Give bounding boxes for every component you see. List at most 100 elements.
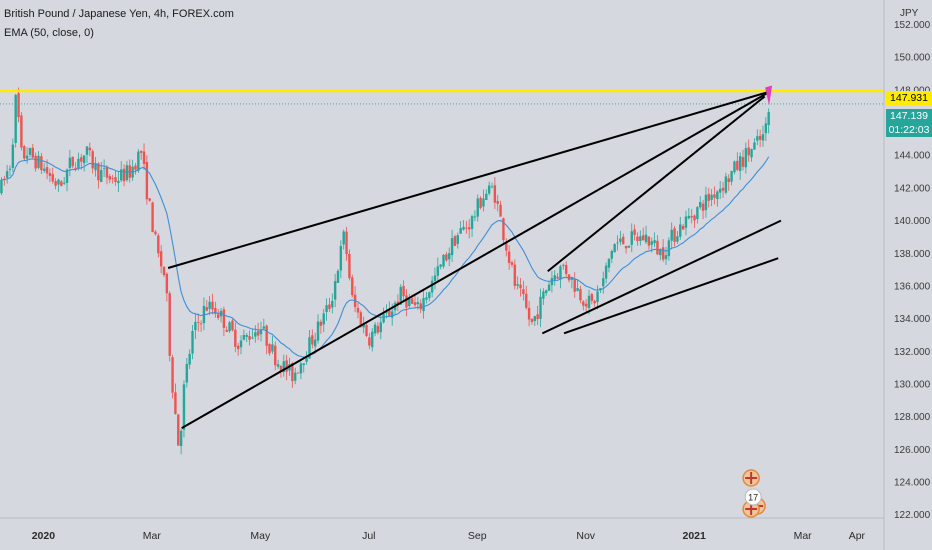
candle-body xyxy=(448,253,451,260)
price-tick-label: 132.000 xyxy=(894,347,931,358)
candle-body xyxy=(339,245,343,271)
candle-body xyxy=(159,251,163,267)
candle-body xyxy=(667,240,671,257)
candle-body xyxy=(479,197,482,208)
candle-body xyxy=(453,236,457,246)
candle-body xyxy=(533,316,536,321)
candle-body xyxy=(359,312,363,327)
candle-body xyxy=(758,135,762,140)
candle-body xyxy=(291,362,294,382)
candle-body xyxy=(294,372,297,381)
candle-body xyxy=(493,185,497,203)
price-tick-label: 136.000 xyxy=(894,281,931,292)
trend-line xyxy=(547,95,766,273)
candle-body xyxy=(410,298,414,304)
candle-body xyxy=(228,322,231,332)
candle-body xyxy=(573,278,576,292)
candle-body xyxy=(587,295,591,309)
candle-body xyxy=(151,202,154,233)
candle-body xyxy=(248,336,251,340)
candle-body xyxy=(721,187,725,191)
candle-body xyxy=(74,167,77,170)
price-scale-panel xyxy=(884,0,932,550)
candle-body xyxy=(559,266,562,280)
candle-body xyxy=(114,177,117,182)
candle-body xyxy=(522,289,525,295)
candle-body xyxy=(693,215,696,221)
price-tick-label: 144.000 xyxy=(894,151,931,162)
candle-body xyxy=(673,228,676,242)
candle-body xyxy=(584,303,588,307)
candle-body xyxy=(348,253,351,279)
candle-body xyxy=(596,291,599,302)
candle-body xyxy=(590,294,594,301)
candle-body xyxy=(536,314,539,320)
candle-body xyxy=(636,236,639,242)
candle-body xyxy=(730,171,733,182)
candle-body xyxy=(470,216,474,229)
candle-body xyxy=(727,178,730,183)
candle-body xyxy=(510,262,514,265)
time-tick-label: Mar xyxy=(143,530,162,542)
ema-legend[interactable]: EMA (50, close, 0) xyxy=(4,27,94,39)
time-tick-label: Nov xyxy=(576,530,595,542)
candle-body xyxy=(60,181,63,186)
event-count-badge xyxy=(744,488,762,506)
symbol-title[interactable]: British Pound / Japanese Yen, 4h, FOREX.… xyxy=(4,8,234,20)
candle-body xyxy=(362,324,365,328)
candle-body xyxy=(51,174,54,182)
candle-body xyxy=(582,301,585,306)
candle-body xyxy=(379,322,382,333)
candle-body xyxy=(502,218,505,241)
candle-body xyxy=(351,277,354,296)
price-tick-label: 138.000 xyxy=(894,249,931,260)
candle-body xyxy=(296,372,300,374)
candle-body xyxy=(419,303,422,310)
candle-body xyxy=(313,339,317,347)
last-price-tag: 147.139 xyxy=(886,109,932,123)
candle-body xyxy=(100,170,103,182)
price-tick-label: 150.000 xyxy=(894,53,931,64)
candle-body xyxy=(576,288,579,291)
candle-body xyxy=(525,293,528,308)
candle-body xyxy=(399,286,402,305)
candle-body xyxy=(157,235,160,254)
candle-body xyxy=(750,149,753,158)
trend-line xyxy=(181,90,771,429)
candle-body xyxy=(744,148,748,168)
candle-body xyxy=(299,363,303,374)
candle-body xyxy=(43,168,46,171)
candle-body xyxy=(736,160,739,170)
candle-body xyxy=(633,229,636,235)
candle-body xyxy=(724,176,728,193)
candle-body xyxy=(137,151,140,171)
candle-body xyxy=(179,430,183,446)
candle-body xyxy=(741,157,745,167)
candle-body xyxy=(661,247,665,260)
candle-body xyxy=(285,360,288,372)
currency-label: JPY xyxy=(900,8,919,19)
candle-body xyxy=(85,146,89,155)
candle-body xyxy=(425,297,428,300)
candle-body xyxy=(513,264,517,286)
candle-body xyxy=(282,361,285,373)
candle-body xyxy=(704,194,708,211)
candle-body xyxy=(148,198,151,201)
candle-body xyxy=(125,165,129,181)
trend-line xyxy=(541,219,782,335)
level-price-tag: 147.931 xyxy=(886,91,932,105)
candle-body xyxy=(373,324,377,334)
candle-body xyxy=(31,147,35,158)
candle-body xyxy=(701,203,705,211)
candle-body xyxy=(764,123,768,134)
time-tick-label: Apr xyxy=(849,530,866,542)
candle-body xyxy=(45,167,49,174)
candle-body xyxy=(185,363,189,383)
candle-body xyxy=(556,276,559,279)
candle-body xyxy=(208,301,211,309)
candle-body xyxy=(613,244,616,253)
candle-body xyxy=(108,176,112,180)
candle-body xyxy=(676,236,679,242)
